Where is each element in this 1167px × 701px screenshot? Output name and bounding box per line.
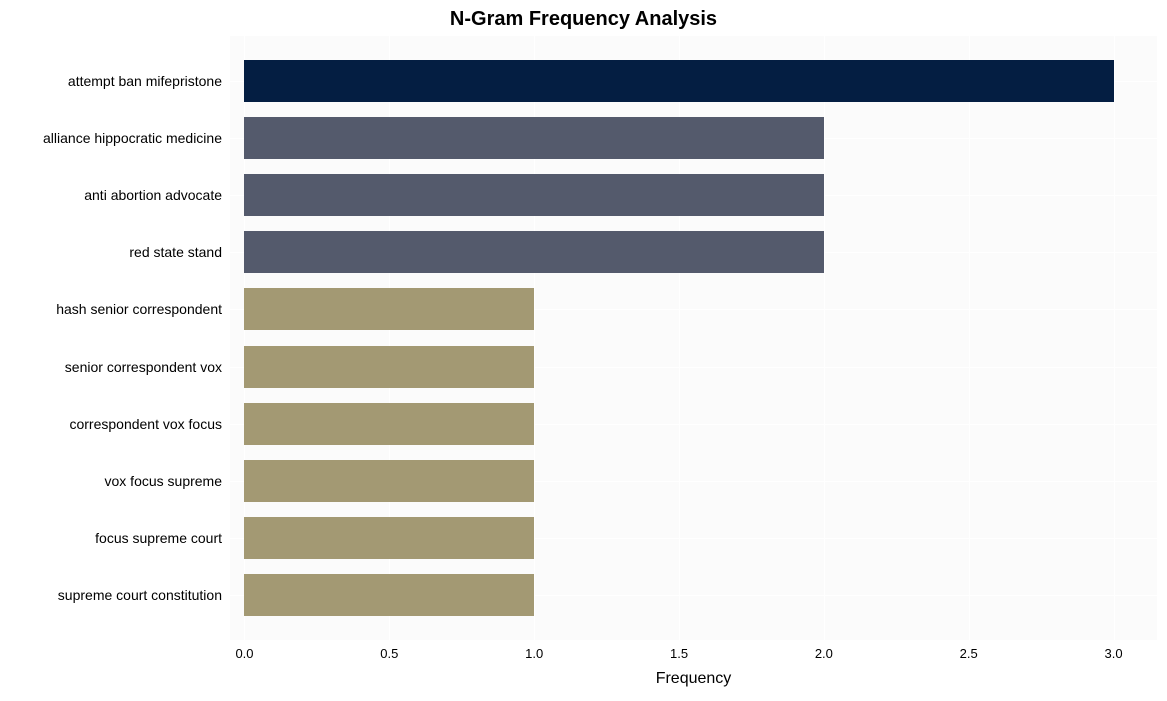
chart-title: N-Gram Frequency Analysis [0, 8, 1167, 31]
x-tick-label: 2.5 [960, 646, 978, 661]
y-tick-label: vox focus supreme [105, 473, 223, 489]
y-tick-label: red state stand [129, 244, 222, 260]
bar [244, 174, 823, 216]
x-tick-label: 2.0 [815, 646, 833, 661]
bar [244, 231, 823, 273]
chart-container: N-Gram Frequency Analysis Frequency 0.00… [0, 0, 1167, 701]
y-tick-label: anti abortion advocate [84, 187, 222, 203]
gridline-v [969, 36, 970, 640]
bar [244, 288, 534, 330]
plot-area: Frequency 0.00.51.01.52.02.53.0attempt b… [230, 36, 1157, 640]
y-tick-label: attempt ban mifepristone [68, 73, 222, 89]
y-tick-label: focus supreme court [95, 530, 222, 546]
bar [244, 117, 823, 159]
gridline-v [1114, 36, 1115, 640]
y-tick-label: hash senior correspondent [56, 301, 222, 317]
bar [244, 460, 534, 502]
x-tick-label: 1.5 [670, 646, 688, 661]
x-tick-label: 0.0 [235, 646, 253, 661]
bar [244, 346, 534, 388]
bar [244, 60, 1113, 102]
y-tick-label: correspondent vox focus [69, 416, 222, 432]
y-tick-label: senior correspondent vox [65, 359, 222, 375]
bar [244, 403, 534, 445]
y-tick-label: supreme court constitution [58, 587, 222, 603]
y-tick-label: alliance hippocratic medicine [43, 130, 222, 146]
x-axis-title: Frequency [230, 670, 1157, 688]
bar [244, 517, 534, 559]
x-tick-label: 3.0 [1105, 646, 1123, 661]
bar [244, 574, 534, 616]
gridline-v [824, 36, 825, 640]
x-tick-label: 1.0 [525, 646, 543, 661]
x-tick-label: 0.5 [380, 646, 398, 661]
